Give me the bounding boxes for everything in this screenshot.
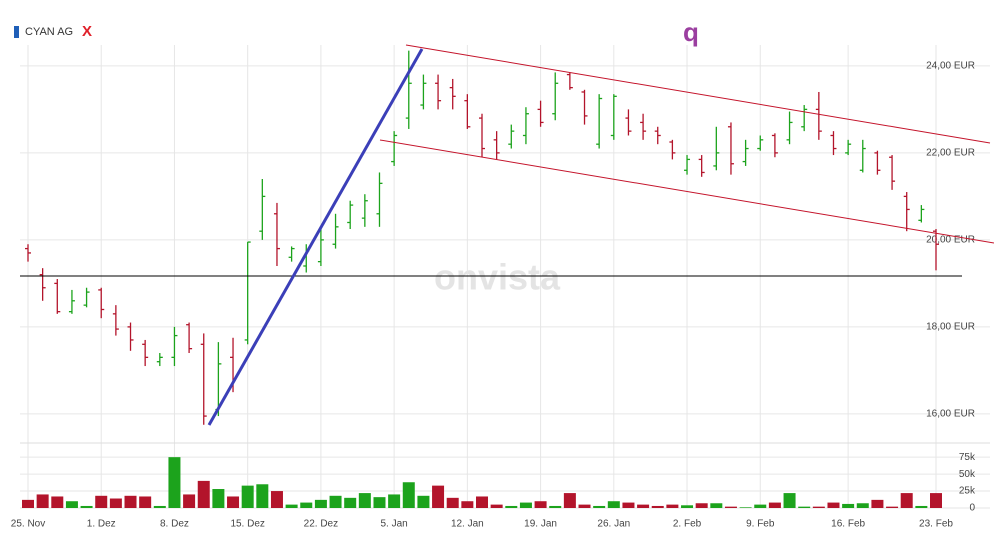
y-tick-label: 25k [959,486,976,497]
volume-bar [842,503,855,508]
channel-line [379,139,994,244]
annotation: q [683,17,699,47]
volume-bar [871,499,884,508]
volume-bar [739,507,752,508]
volume-bar [22,499,34,508]
volume-bar [80,505,93,508]
remove-button[interactable]: X [82,23,92,40]
y-tick-label: 0 [969,503,975,514]
volume-bar [388,494,401,508]
volume-bar [212,489,225,508]
volume-bar [563,493,576,508]
volume-bar [593,505,606,508]
volume-bar [549,505,562,508]
volume-bar [314,499,327,508]
volume-bar [681,505,694,508]
legend-label[interactable]: CYAN AG [25,26,73,38]
volume-bar [270,491,283,508]
volume-bar [227,496,240,508]
x-tick-label: 19. Jan [524,519,557,530]
y-tick-label: 24,00 EUR [926,61,975,72]
volume-bar [812,506,825,508]
volume-bar [300,502,313,508]
volume-bar [695,503,708,508]
volume-bar [505,505,518,508]
x-tick-label: 5. Jan [381,519,408,530]
x-tick-label: 25. Nov [11,519,45,530]
volume-bar [710,503,723,508]
channel-line [405,44,991,144]
volume-bar [651,505,664,508]
x-tick-label: 15. Dez [230,519,264,530]
volume-bar [622,502,635,508]
volume-bar [754,504,767,508]
volume-bar [95,495,108,508]
volume-bar [109,498,122,508]
volume-bar [139,496,152,508]
volume-bar [637,504,650,508]
y-tick-label: 22,00 EUR [926,148,975,159]
volume-bar [578,504,591,508]
volume-bar [476,496,488,508]
x-tick-label: 26. Jan [597,519,630,530]
volume-bar [417,495,430,508]
volume-bar [36,494,49,508]
volume-bar [373,497,386,508]
y-tick-label: 50k [959,469,976,480]
volume-bar [446,497,459,508]
volume-bar [915,505,928,508]
volume-bar [183,494,196,508]
volume-bar [124,495,137,508]
volume-bar [432,485,445,508]
volume-bar [65,501,78,508]
volume-bar [153,505,166,508]
y-tick-label: 20,00 EUR [926,235,975,246]
volume-bar [461,501,474,508]
volume-bar [798,506,811,508]
y-tick-label: 18,00 EUR [926,322,975,333]
volume-bar [856,503,869,508]
volume-bar [783,493,796,508]
watermark: onvista [434,257,561,298]
volume-bar [329,495,342,508]
volume-bar [768,502,781,508]
volume-bar [256,484,269,508]
volume-bar [285,504,298,508]
trend-line [207,48,424,426]
volume-bar [666,504,679,508]
y-tick-label: 16,00 EUR [926,409,975,420]
volume-bar [930,493,942,508]
x-tick-label: 1. Dez [87,519,116,530]
volume-bar [519,502,532,508]
x-tick-label: 2. Feb [673,519,702,530]
volume-bar [358,493,371,508]
volume-bar [724,506,737,508]
x-tick-label: 16. Feb [831,519,865,530]
volume-bar [900,493,913,508]
volume-bar [534,501,547,508]
volume-bar [197,480,210,508]
x-tick-label: 22. Dez [304,519,338,530]
volume-bar [607,501,620,508]
volume-bar [168,457,181,508]
volume-bar [344,497,357,508]
x-tick-label: 8. Dez [160,519,189,530]
volume-bar [51,496,64,508]
volume-bar [886,506,899,508]
x-tick-label: 9. Feb [746,519,775,530]
legend-swatch [14,26,19,38]
x-tick-label: 12. Jan [451,519,484,530]
x-tick-label: 23. Feb [919,519,953,530]
y-tick-label: 75k [959,452,976,463]
volume-bar [241,485,254,508]
volume-bar [402,482,415,508]
volume-bar [827,502,840,508]
volume-bar [490,504,503,508]
